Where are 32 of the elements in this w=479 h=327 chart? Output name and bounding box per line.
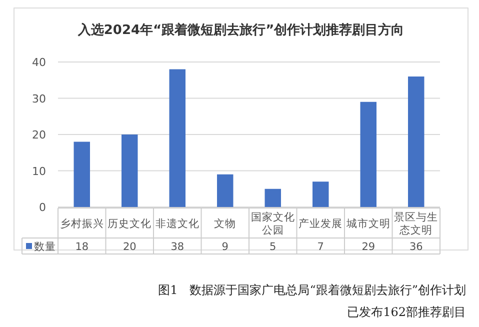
chart-title: 入选2024年“跟着微短剧去旅行”创作计划推荐剧目方向 — [76, 22, 404, 38]
y-tick-label: 10 — [32, 164, 46, 178]
bar — [169, 69, 186, 207]
data-label: 9 — [222, 241, 228, 253]
data-label: 5 — [270, 241, 276, 253]
x-tick-label: 非遗文化 — [155, 217, 200, 230]
legend-label: 数量 — [34, 241, 56, 253]
y-tick-label: 20 — [32, 128, 46, 142]
data-label: 7 — [317, 241, 324, 253]
x-tick-label: 乡村振兴 — [60, 217, 104, 230]
data-label: 18 — [75, 241, 89, 253]
x-tick-label: 城市文明 — [345, 217, 390, 230]
bar — [312, 182, 329, 207]
x-tick-label: 景区与生态文明 — [394, 210, 438, 236]
bar — [74, 142, 90, 207]
x-tick-label: 文物 — [214, 217, 236, 230]
x-tick-label: 历史文化 — [108, 217, 152, 230]
x-tick-label: 国家文化公园 — [250, 210, 295, 236]
bar — [264, 188, 281, 207]
data-label: 36 — [409, 241, 424, 253]
y-tick-label: 30 — [32, 92, 46, 106]
caption: 图1 数据源于国家广电总局“跟着微短剧去旅行”创作计划 — [158, 283, 466, 297]
bar — [122, 134, 138, 207]
bar — [360, 102, 376, 207]
text: 已发布162部推荐剧目 — [347, 305, 466, 319]
y-tick-label: 40 — [32, 56, 46, 69]
bar — [217, 174, 234, 207]
data-label: 38 — [170, 241, 184, 253]
bar — [408, 76, 424, 207]
x-tick-label: 产业发展 — [298, 217, 343, 230]
data-label: 20 — [122, 241, 136, 253]
data-label: 29 — [362, 241, 376, 253]
